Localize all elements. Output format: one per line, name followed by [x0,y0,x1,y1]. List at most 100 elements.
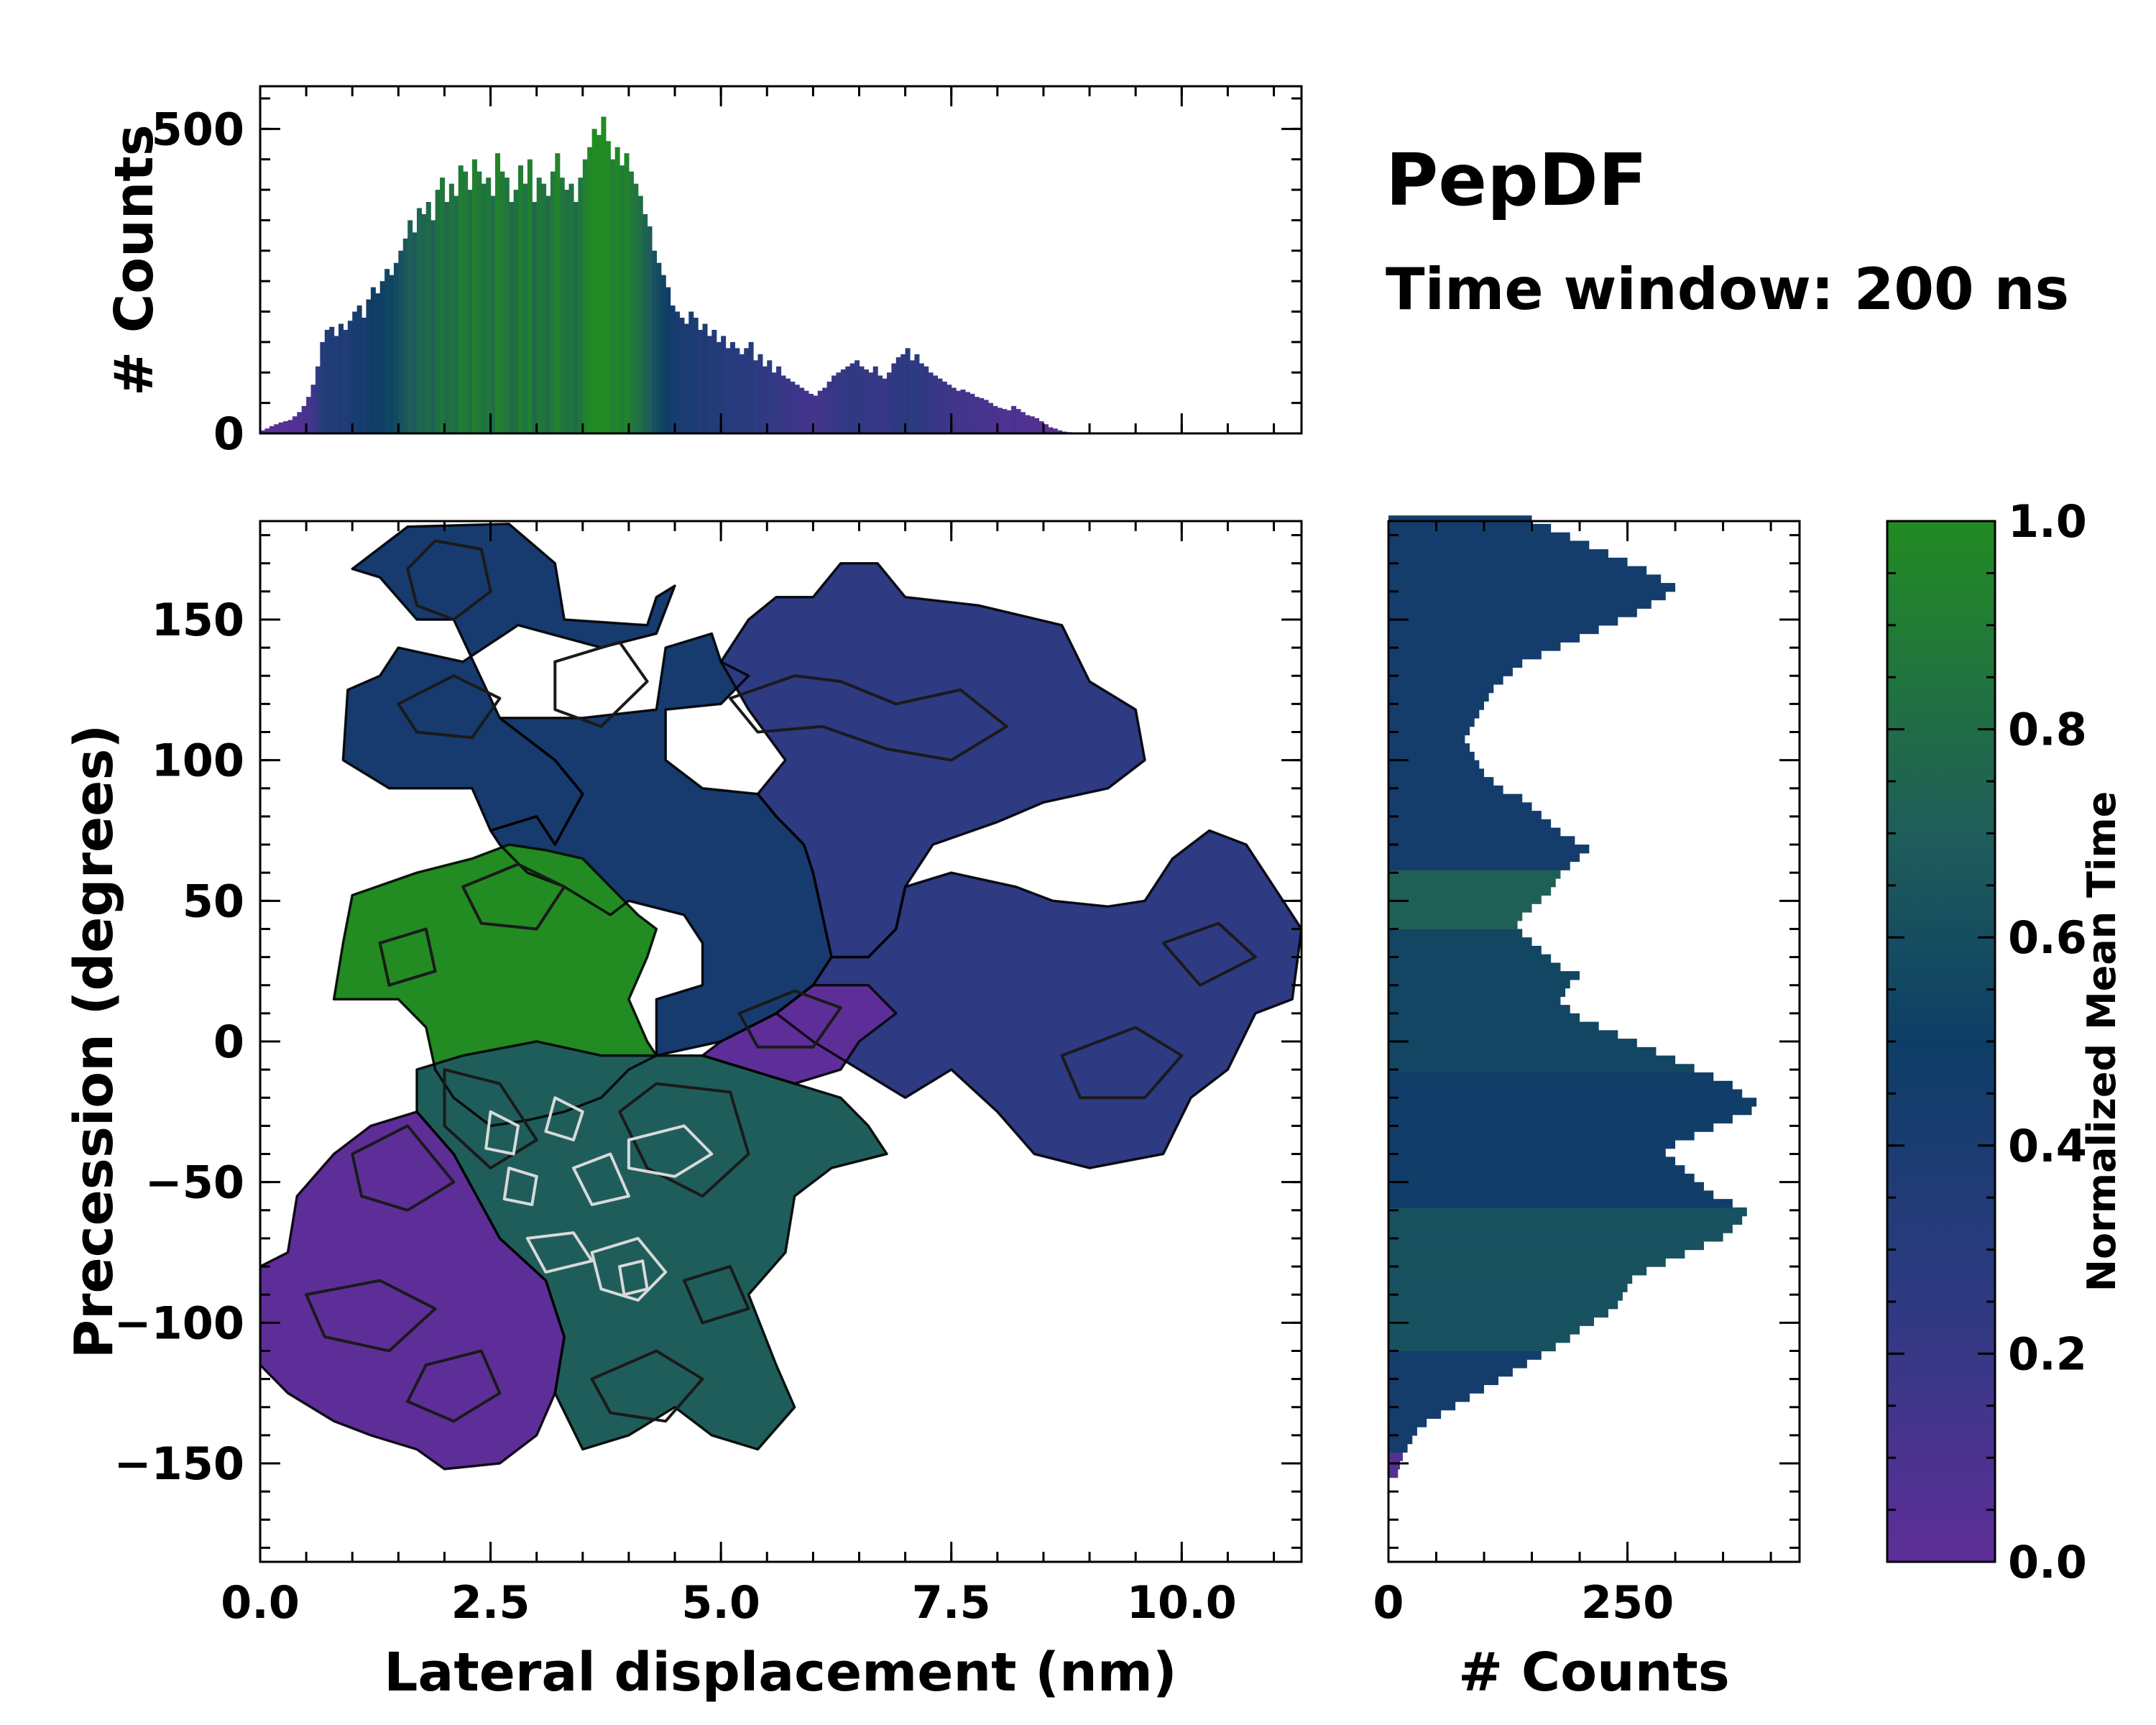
contour-light [525,1231,594,1274]
contour-dark [1161,921,1257,987]
top-histogram-bar [545,196,551,433]
top-histogram-bar [559,178,565,434]
top-histogram-bar [660,275,666,433]
right-histogram-bar [1388,819,1552,829]
right-histogram-bar [1388,1460,1400,1470]
right-histogram-bar [1388,1030,1618,1039]
right-histogram-bar [1388,1308,1608,1318]
top-histogram-bar [1052,428,1058,433]
top-histogram-bar [347,321,353,433]
right-histogram-bar [1388,650,1542,660]
right-histogram-bar [1388,988,1566,997]
top-histogram-bar [283,421,289,433]
right-histogram-bar [1388,1148,1666,1158]
top-histogram-bar [568,183,574,433]
top-histogram-bar [292,416,298,433]
right-histogram-bar [1388,549,1608,558]
top-histogram-bar [859,366,865,433]
top-histogram-bar [826,381,832,433]
top-histogram-bar [886,372,892,433]
top-histogram-bar [610,159,616,433]
right-histogram-bar [1388,743,1470,753]
right-histogram-bar [1388,1443,1408,1453]
top-histogram-bar [402,238,408,433]
right-histogram-bar [1388,1274,1633,1284]
right-histogram-bar [1388,1055,1676,1064]
top-histogram-bar [891,363,897,433]
contour-light [502,1167,538,1206]
top-histogram-bar [642,213,648,433]
top-histogram-bar [794,385,800,433]
right-histogram-bar [1388,574,1662,584]
top-histogram-bar [463,171,469,433]
y-tick-label: 150 [152,594,244,646]
right-histogram-bar [1388,1401,1456,1411]
top-histogram-bar [813,395,819,433]
contour-dark [553,640,649,728]
right-histogram: 0 250 # Counts [1373,515,1801,1703]
top-histogram-bar [776,366,782,433]
top-histogram-bar [430,220,436,433]
right-histogram-bar [1388,1452,1403,1461]
top-histogram-bar [435,190,441,433]
right-histogram-bar [1388,1013,1580,1023]
top-histogram-bar [366,299,372,433]
contour-dark [590,1349,704,1423]
right-histogram-bar [1388,1241,1704,1251]
right-histogram-bar [1388,937,1532,947]
contour-dark [618,1082,750,1198]
right-histogram-bar [1388,1233,1723,1242]
top-histogram-bar [762,366,768,433]
top-histogram-bar [683,323,689,433]
top-histogram-ylabel: # Counts [103,124,165,396]
right-histogram-bar [1388,751,1475,761]
top-histogram-bar [338,323,344,433]
top-histogram-bar [440,178,446,434]
right-histogram-bar [1388,633,1580,643]
top-histogram: 0 500 # Counts [103,85,1303,460]
right-histogram-bar [1388,709,1480,719]
y-tick-label: −50 [145,1156,244,1209]
top-histogram-bar [656,262,662,433]
right-histogram-bar [1388,870,1561,879]
top-histogram-bar [1015,409,1021,433]
top-histogram-bar [582,159,588,433]
right-histogram-bar [1388,557,1628,567]
top-histogram-bar [799,387,805,433]
colorbar-tick-label: 0.6 [2008,911,2087,964]
top-histogram-bar [407,220,413,433]
right-histogram-bar [1388,945,1542,955]
contour-dark [406,539,492,621]
contour-light [544,1096,584,1141]
right-histogram-bar [1388,1139,1676,1149]
top-histogram-bar [698,329,704,433]
top-histogram-bar [822,387,828,433]
top-histogram-bar [591,129,597,433]
top-histogram-bar [1057,430,1063,433]
top-histogram-bar [831,375,837,433]
top-histogram-bar [274,424,280,433]
top-histogram-bar [425,202,431,433]
right-histogram-bar [1388,599,1651,609]
right-histogram-bar [1388,1182,1704,1192]
top-histogram-bar [840,369,846,433]
top-histogram-bar [564,190,570,433]
top-histogram-bar [997,408,1003,433]
right-histogram-bar [1388,735,1465,744]
right-histogram-bar [1388,929,1523,938]
top-histogram-bar [287,420,293,433]
contour-light [618,1259,649,1297]
top-histogram-bar [914,354,920,433]
top-histogram-bar [706,336,712,433]
right-histogram-bar [1388,1334,1570,1343]
top-histogram-bar [647,226,653,433]
top-histogram-bar [956,390,962,433]
right-histogram-bar [1388,1409,1442,1420]
top-histogram-bar [320,341,326,433]
top-histogram-bar [928,372,934,433]
top-histogram-bar [356,305,362,433]
top-histogram-bar [785,378,791,433]
top-histogram-bar [702,323,708,433]
top-histogram-bar [744,348,750,433]
